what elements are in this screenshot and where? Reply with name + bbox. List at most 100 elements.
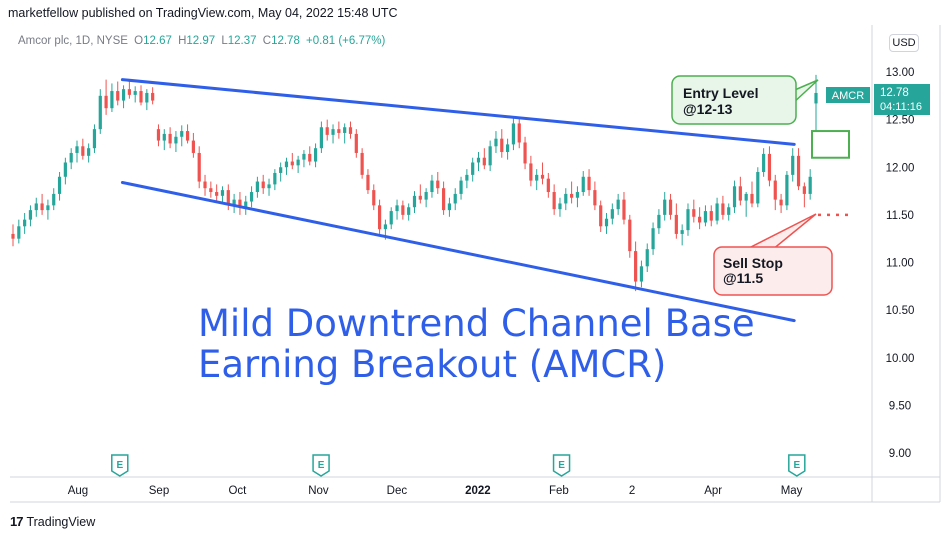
candle-body — [348, 127, 353, 134]
candle — [279, 162, 283, 182]
tradingview-logo-icon: 17 — [10, 514, 24, 529]
candle-body — [98, 95, 102, 130]
candle — [185, 124, 190, 144]
candle — [535, 169, 539, 191]
candle-body — [232, 199, 236, 206]
candle — [814, 74, 818, 133]
stop-callout-box[interactable] — [713, 246, 833, 296]
trendline-upper[interactable] — [120, 78, 796, 146]
candle-body — [767, 153, 772, 181]
candle — [622, 192, 626, 225]
candle — [628, 214, 632, 258]
candle-body — [552, 192, 556, 210]
candle-body — [325, 127, 329, 135]
ticker-badge-bg — [826, 87, 870, 103]
candle-body — [727, 207, 731, 215]
candle — [407, 203, 411, 221]
candle — [57, 172, 62, 201]
earnings-marker[interactable]: E — [552, 454, 571, 477]
candle — [424, 188, 428, 208]
trendline-lower[interactable] — [120, 180, 796, 323]
candle — [593, 181, 597, 211]
candle-body — [511, 123, 516, 145]
candle — [447, 197, 452, 217]
candle-body — [593, 190, 597, 206]
price-tick-label: 12.50 — [886, 115, 915, 127]
candle-body — [238, 199, 242, 208]
open-value: 12.67 — [143, 35, 172, 47]
candle-body — [57, 176, 62, 194]
price-tick-label: 13.00 — [886, 67, 915, 79]
time-axis[interactable]: Aug Sep Oct Nov Dec 2022 Feb 2 Apr May — [68, 485, 803, 497]
candle — [575, 186, 580, 208]
candle — [599, 200, 603, 233]
candle — [296, 155, 300, 173]
candle-body — [87, 148, 91, 156]
price-badge: AMCR 12.78 04:11:16 — [826, 84, 930, 115]
price-axis[interactable]: 9.00 9.50 10.00 10.50 11.00 11.50 12.00 12.50 13… — [886, 67, 915, 460]
candle-body — [657, 214, 661, 229]
candle — [517, 117, 521, 149]
footer-brand[interactable]: 17 TradingView — [10, 514, 95, 529]
candle-body — [110, 91, 114, 109]
candle — [506, 138, 510, 160]
candle — [802, 182, 806, 208]
candle — [116, 81, 120, 106]
earnings-marker[interactable]: E — [788, 454, 806, 477]
candle — [360, 148, 364, 179]
entry-zone-rect[interactable] — [811, 130, 850, 159]
candle — [552, 184, 556, 215]
candle — [197, 146, 201, 189]
candle-body — [604, 218, 609, 227]
candle-body — [407, 207, 411, 215]
candle-body — [773, 180, 777, 200]
candle-body — [738, 186, 742, 201]
candle — [570, 181, 574, 204]
time-tick-label: Dec — [387, 485, 408, 497]
candle-body — [651, 228, 655, 250]
candle — [23, 212, 27, 234]
candle — [180, 125, 184, 147]
entry-label-line1: Entry Level — [683, 85, 758, 101]
candle-body — [535, 174, 539, 181]
candle — [604, 212, 609, 234]
candle — [767, 146, 772, 187]
entry-label-line2: @12-13 — [683, 101, 733, 117]
trendlines[interactable] — [120, 78, 796, 323]
entry-callout[interactable]: Entry Level @12-13 — [671, 75, 819, 125]
candle — [46, 199, 50, 220]
candle — [762, 148, 766, 177]
candle-body — [628, 219, 632, 252]
candle — [436, 172, 440, 194]
candle — [727, 203, 731, 221]
candle-body — [284, 161, 289, 168]
candle-body — [564, 193, 568, 204]
time-tick-label: 2022 — [465, 485, 491, 497]
candle-body — [471, 162, 475, 175]
low-label: L — [221, 35, 228, 47]
candle — [156, 124, 161, 147]
candle-body — [645, 249, 649, 267]
stop-label-line1: Sell Stop — [723, 255, 783, 271]
candle-body — [273, 172, 277, 185]
earnings-marker[interactable]: E — [312, 454, 330, 477]
symbol-name[interactable]: Amcor plc, 1D, NYSE — [18, 35, 128, 47]
entry-zone[interactable] — [811, 130, 850, 159]
candle — [249, 186, 254, 208]
currency-button[interactable]: USD — [889, 34, 919, 52]
candle — [756, 167, 760, 208]
candle-body — [791, 155, 795, 175]
price-tick-label: 10.50 — [886, 305, 915, 317]
stop-callout[interactable]: Sell Stop @11.5 — [713, 213, 833, 296]
price-tick-label: 9.00 — [889, 448, 911, 460]
candle — [738, 176, 742, 206]
candle-body — [360, 152, 364, 175]
earnings-marker[interactable]: E — [111, 454, 129, 477]
candle — [529, 155, 533, 187]
chart-title[interactable]: Mild Downtrend Channel Base Earning Brea… — [198, 302, 755, 386]
entry-callout-box[interactable] — [671, 75, 797, 125]
candle — [634, 241, 638, 292]
candle — [540, 162, 545, 185]
